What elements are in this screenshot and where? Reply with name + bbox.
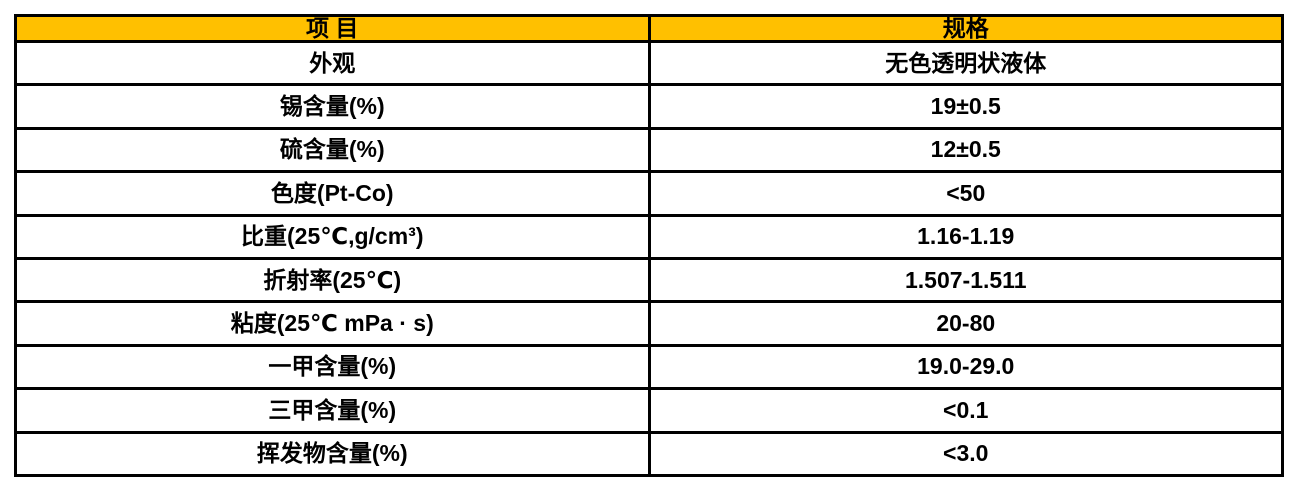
spec-cell: <3.0: [647, 430, 1284, 478]
table-body: 外观 无色透明状液体 锡含量(%) 19±0.5 硫含量(%) 12±0.5 色度(Pt-C…: [14, 39, 1284, 478]
table-row: 一甲含量(%) 19.0-29.0: [14, 343, 1284, 391]
table-row: 三甲含量(%) <0.1: [14, 387, 1284, 434]
table-row: 比重(25℃,g/cm³) 1.16-1.19: [14, 213, 1284, 260]
table-row: 硫含量(%) 12±0.5: [14, 126, 1284, 174]
spec-cell: 19±0.5: [647, 83, 1284, 130]
spec-cell: <50: [647, 170, 1284, 217]
table-header: 项 目 规格: [14, 14, 1284, 43]
item-cell: 粘度(25℃ mPa · s): [14, 300, 651, 347]
header-cell-item: 项 目: [14, 14, 651, 43]
table-row: 色度(Pt-Co) <50: [14, 170, 1284, 217]
spec-sheet: 项 目 规格 外观 无色透明状液体 锡含量(%) 19±0.5 硫含量(%) 12±0.5…: [14, 14, 1284, 478]
spec-cell: 20-80: [647, 300, 1284, 347]
item-cell: 比重(25℃,g/cm³): [14, 213, 651, 260]
spec-table: 项 目 规格 外观 无色透明状液体 锡含量(%) 19±0.5 硫含量(%) 12±0.5…: [14, 14, 1284, 478]
item-cell: 挥发物含量(%): [14, 430, 651, 478]
spec-cell: 12±0.5: [647, 126, 1284, 174]
header-cell-spec: 规格: [647, 14, 1284, 43]
spec-cell: <0.1: [647, 387, 1284, 434]
spec-cell: 1.16-1.19: [647, 213, 1284, 260]
spec-cell: 19.0-29.0: [647, 343, 1284, 391]
item-cell: 硫含量(%): [14, 126, 651, 174]
table-row: 粘度(25℃ mPa · s) 20-80: [14, 300, 1284, 347]
item-cell: 外观: [14, 39, 651, 87]
spec-cell: 1.507-1.511: [647, 256, 1284, 304]
table-row: 外观 无色透明状液体: [14, 39, 1284, 87]
table-row: 折射率(25℃) 1.507-1.511: [14, 256, 1284, 304]
spec-cell: 无色透明状液体: [647, 39, 1284, 87]
table-row: 挥发物含量(%) <3.0: [14, 430, 1284, 478]
item-cell: 色度(Pt-Co): [14, 170, 651, 217]
header-row: 项 目 规格: [14, 14, 1284, 43]
item-cell: 三甲含量(%): [14, 387, 651, 434]
item-cell: 折射率(25℃): [14, 256, 651, 304]
table-row: 锡含量(%) 19±0.5: [14, 83, 1284, 130]
item-cell: 一甲含量(%): [14, 343, 651, 391]
item-cell: 锡含量(%): [14, 83, 651, 130]
